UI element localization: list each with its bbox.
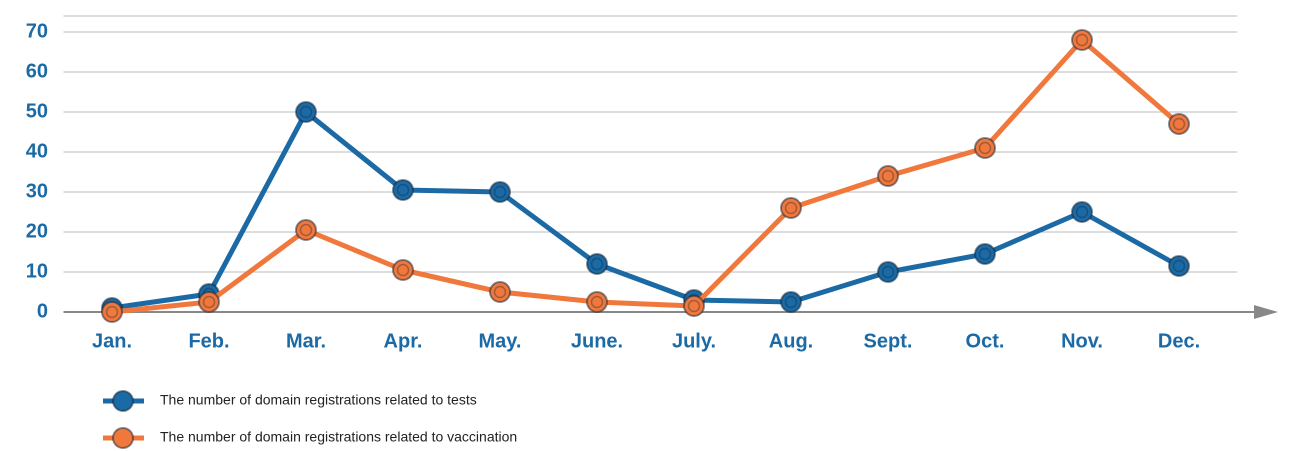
data-point-ring bbox=[299, 223, 313, 237]
x-tick-label: Apr. bbox=[384, 330, 423, 352]
y-tick-label: 60 bbox=[26, 60, 48, 82]
series-line bbox=[111, 109, 1181, 311]
data-point-ring bbox=[881, 169, 895, 183]
data-point-ring bbox=[493, 285, 507, 299]
data-point bbox=[198, 291, 220, 313]
y-tick-label: 50 bbox=[26, 100, 48, 122]
x-tick-label: May. bbox=[479, 330, 522, 352]
data-point bbox=[683, 295, 705, 317]
data-point-ring bbox=[396, 263, 410, 277]
data-point-ring bbox=[1075, 33, 1089, 47]
x-tick-label: Oct. bbox=[966, 330, 1005, 352]
data-point-ring bbox=[1172, 259, 1186, 273]
data-point-ring bbox=[687, 299, 701, 313]
x-axis-arrow bbox=[1254, 305, 1278, 319]
x-tick-label: Sept. bbox=[864, 330, 913, 352]
data-point bbox=[1071, 201, 1093, 223]
legend-marker bbox=[112, 427, 134, 449]
legend-label: The number of domain registrations relat… bbox=[160, 429, 517, 445]
x-tick-label: Nov. bbox=[1061, 330, 1103, 352]
x-tick-label: Mar. bbox=[286, 330, 326, 352]
data-point-ring bbox=[590, 257, 604, 271]
data-point bbox=[1168, 113, 1190, 135]
data-point-ring bbox=[1172, 117, 1186, 131]
data-point-ring bbox=[202, 295, 216, 309]
data-point-ring bbox=[1075, 205, 1089, 219]
legend-label: The number of domain registrations relat… bbox=[160, 392, 477, 408]
x-tick-label: Dec. bbox=[1158, 330, 1200, 352]
data-point bbox=[586, 291, 608, 313]
data-point bbox=[101, 301, 123, 323]
data-point bbox=[1168, 255, 1190, 277]
data-point-ring bbox=[590, 295, 604, 309]
data-point-ring bbox=[784, 295, 798, 309]
data-point-ring bbox=[978, 141, 992, 155]
x-tick-label: Aug. bbox=[769, 330, 813, 352]
data-point-ring bbox=[784, 201, 798, 215]
data-point-ring bbox=[493, 185, 507, 199]
data-point bbox=[1071, 29, 1093, 51]
data-point bbox=[974, 243, 996, 265]
y-tick-label: 70 bbox=[26, 20, 48, 42]
data-point-ring bbox=[299, 105, 313, 119]
x-tick-label: Jan. bbox=[92, 330, 132, 352]
data-point bbox=[489, 281, 511, 303]
data-point bbox=[877, 165, 899, 187]
x-tick-label: July. bbox=[672, 330, 716, 352]
data-point bbox=[295, 219, 317, 241]
data-point-ring bbox=[881, 265, 895, 279]
legend-marker bbox=[112, 390, 134, 412]
y-tick-label: 20 bbox=[26, 220, 48, 242]
x-tick-label: June. bbox=[571, 330, 623, 352]
data-point bbox=[586, 253, 608, 275]
data-point bbox=[974, 137, 996, 159]
y-tick-label: 10 bbox=[26, 260, 48, 282]
y-tick-label: 0 bbox=[37, 300, 48, 322]
x-tick-label: Feb. bbox=[188, 330, 229, 352]
data-point-ring bbox=[396, 183, 410, 197]
data-point bbox=[877, 261, 899, 283]
series-line bbox=[111, 37, 1181, 315]
data-point bbox=[392, 179, 414, 201]
data-point-ring bbox=[978, 247, 992, 261]
data-point bbox=[780, 197, 802, 219]
data-point bbox=[780, 291, 802, 313]
data-point bbox=[392, 259, 414, 281]
y-tick-label: 30 bbox=[26, 180, 48, 202]
y-tick-label: 40 bbox=[26, 140, 48, 162]
data-point bbox=[489, 181, 511, 203]
data-point bbox=[295, 101, 317, 123]
data-point-ring bbox=[105, 305, 119, 319]
